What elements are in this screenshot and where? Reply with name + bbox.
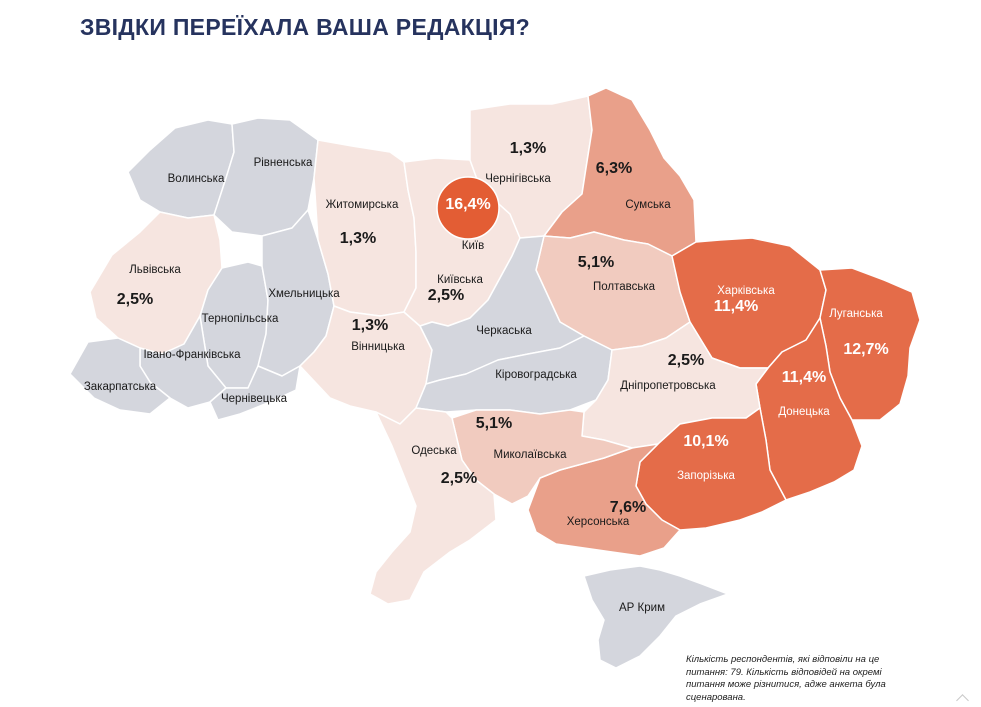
region-label-cherkaska: Черкаська (476, 325, 532, 337)
region-value-khersonska: 7,6% (610, 499, 646, 516)
page-title: ЗВІДКИ ПЕРЕЇХАЛА ВАША РЕДАКЦІЯ? (80, 14, 530, 40)
region-label-mykolaivska: Миколаївська (493, 449, 567, 461)
region-label-chernihivska: Чернігівська (485, 173, 551, 185)
region-label-chernivetska: Чернівецька (221, 393, 288, 405)
region-label-dnipropetrovska: Дніпропетровська (620, 380, 716, 392)
region-crimea (583, 565, 729, 669)
region-value-kharkivska: 11,4% (714, 298, 758, 315)
region-label-ternopilska: Тернопільська (202, 313, 279, 325)
region-odeska (369, 407, 497, 605)
region-value-zhytomyrska: 1,3% (340, 230, 376, 247)
respondents-note: Кількість респондентів, які відповіли на… (686, 654, 886, 703)
region-value-chernihivska: 1,3% (510, 140, 546, 157)
region-label-volynska: Волинська (168, 173, 225, 185)
region-label-odeska: Одеська (411, 445, 457, 457)
region-value-kyivska: 2,5% (428, 287, 464, 304)
region-value-lvivska: 2,5% (117, 291, 153, 308)
region-value-vinnytska: 1,3% (352, 317, 388, 334)
region-value-odeska: 2,5% (441, 470, 477, 487)
region-label-zakarpatska: Закарпатська (84, 381, 157, 393)
region-value-mykolaivska: 5,1% (476, 415, 512, 432)
region-label-poltavska: Полтавська (593, 281, 656, 293)
region-value-poltavska: 5,1% (578, 254, 614, 271)
region-value-dnipropetrovska: 2,5% (668, 352, 704, 369)
region-label-zhytomyrska: Житомирська (326, 199, 399, 211)
region-zakarpatska (69, 337, 171, 415)
region-label-kyiv: Київ (462, 240, 484, 252)
region-label-luhanska: Луганська (829, 308, 883, 320)
kyiv-marker (436, 176, 500, 240)
region-label-donetska: Донецька (778, 406, 830, 418)
region-label-kharkivska: Харківська (717, 285, 775, 297)
region-value-zaporizka: 10,1% (683, 433, 728, 450)
region-label-khersonska: Херсонська (567, 516, 630, 528)
region-label-lvivska: Львівська (129, 264, 181, 276)
region-value-sumska: 6,3% (596, 160, 632, 177)
region-label-ivano-frankivska: Івано-Франківська (143, 349, 241, 361)
region-value-kyiv: 16,4% (445, 196, 490, 213)
region-label-zaporizka: Запорізька (677, 470, 735, 482)
region-label-kyivska: Київська (437, 274, 483, 286)
region-value-luhanska: 12,7% (843, 341, 888, 358)
region-label-vinnytska: Вінницька (351, 341, 405, 353)
region-label-kirovohradska: Кіровоградська (495, 369, 577, 381)
region-label-khmelnytska: Хмельницька (268, 288, 340, 300)
region-label-sumska: Сумська (625, 199, 671, 211)
region-label-rivnenska: Рівненська (254, 157, 313, 169)
region-label-crimea: АР Крим (619, 602, 665, 614)
region-value-donetska: 11,4% (782, 369, 826, 386)
